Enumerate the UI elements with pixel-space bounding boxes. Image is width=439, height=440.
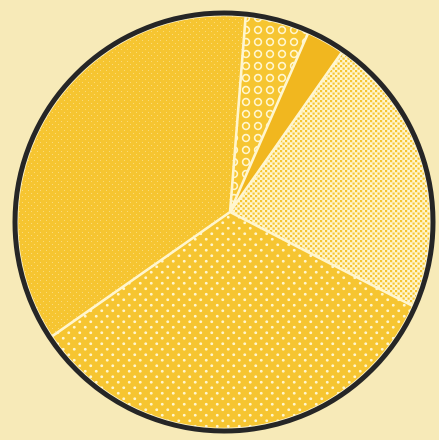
pie-slices [15,13,433,431]
pie-outline [12,10,436,434]
